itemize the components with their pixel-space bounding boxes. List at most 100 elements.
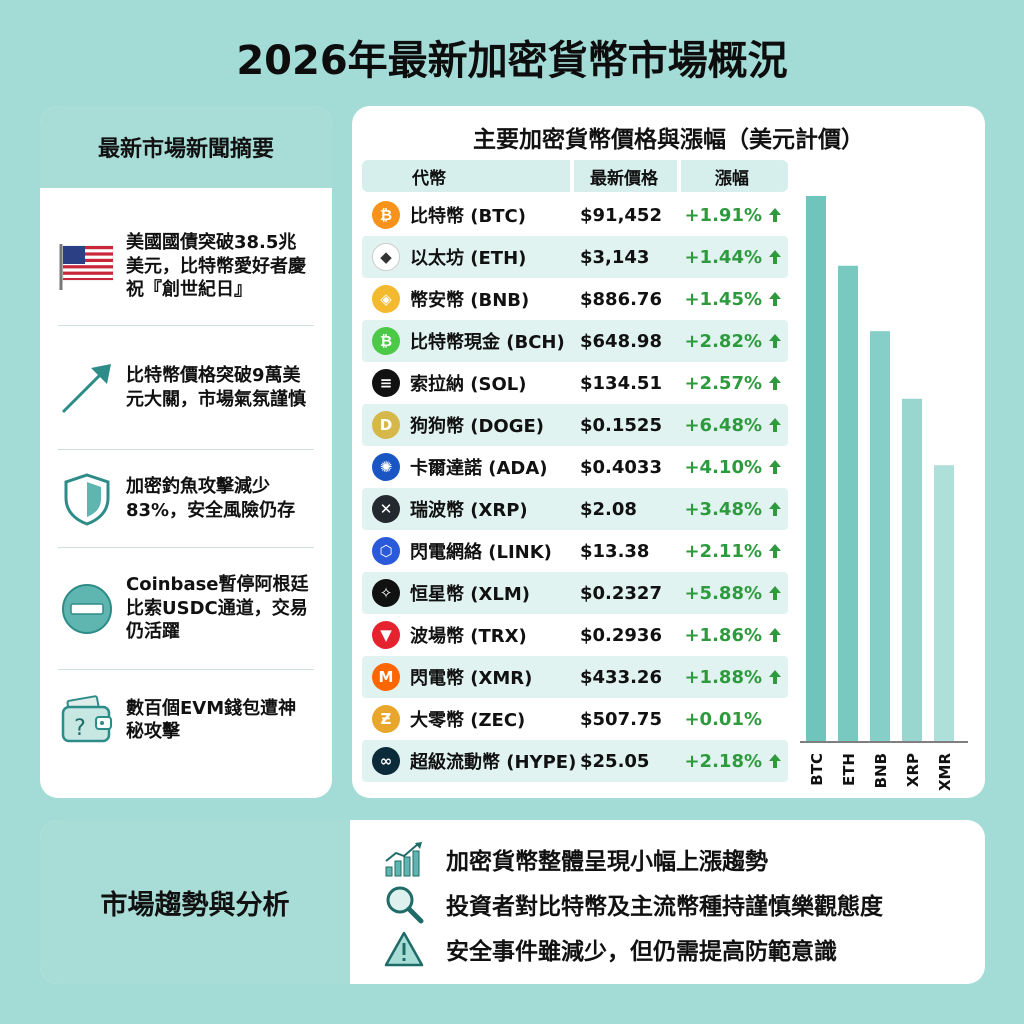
- news-text: 比特幣價格突破9萬美元大關，市場氣氛謹慎: [126, 365, 306, 410]
- coin-price: $648.98: [580, 330, 662, 352]
- coin-name: 幣安幣 (BNB): [410, 290, 530, 311]
- coin-name: 以太坊 (ETH): [410, 248, 527, 269]
- coin-change-value: +2.82%: [684, 330, 762, 352]
- warning-icon: [384, 929, 424, 969]
- coin-change: +2.57%: [682, 373, 782, 394]
- up-arrow-icon: [769, 334, 781, 348]
- header-price: 最新價格: [574, 160, 677, 192]
- coin-change: +1.88%: [682, 667, 782, 688]
- trend-item: 加密貨幣整體呈現小幅上漲趨勢: [384, 836, 883, 881]
- coin-change: +1.86%: [682, 625, 782, 646]
- news-item[interactable]: ? 數百個EVM錢包遭神秘攻擊: [58, 670, 314, 770]
- coin-change-value: +2.57%: [684, 372, 762, 394]
- table-row: ✧ 恒星幣 (XLM) $0.2327 +5.88%: [362, 572, 788, 614]
- up-arrow-icon: [769, 376, 781, 390]
- bar-eth: [838, 265, 858, 741]
- up-arrow-icon: [769, 418, 781, 432]
- coin-name: 超級流動幣 (HYPE): [410, 752, 577, 773]
- news-item[interactable]: Coinbase暫停阿根廷比索USDC通道，交易仍活躍: [58, 548, 314, 670]
- table-row: ≡ 索拉納 (SOL) $134.51 +2.57%: [362, 362, 788, 404]
- up-arrow-icon: [769, 502, 781, 516]
- news-list: 美國國債突破38.5兆美元，比特幣愛好者慶祝『創世紀日』 比特幣價格突破9萬美元…: [40, 208, 332, 770]
- table-row: ◆ 以太坊 (ETH) $3,143 +1.44%: [362, 236, 788, 278]
- magnifier-icon: [384, 884, 424, 924]
- table-row: ∞ 超級流動幣 (HYPE) $25.05 +2.18%: [362, 740, 788, 782]
- bar-bnb: [870, 331, 890, 741]
- news-header: 最新市場新聞摘要: [40, 106, 332, 188]
- coin-icon: ◆: [372, 243, 400, 271]
- coin-name: 索拉納 (SOL): [410, 374, 527, 395]
- coin-price: $0.4033: [580, 456, 662, 478]
- price-bar-chart: BTC ETH BNB XRP XMR: [800, 196, 968, 791]
- coin-icon: ✕: [372, 495, 400, 523]
- coin-icon: ∞: [372, 747, 400, 775]
- coin-price: $25.05: [580, 750, 650, 772]
- wallet-question-icon: ?: [58, 691, 116, 749]
- coin-name: 瑞波幣 (XRP): [410, 500, 528, 521]
- coin-change-value: +2.18%: [684, 750, 762, 772]
- coin-change: +0.01%: [682, 709, 782, 730]
- coin-icon: D: [372, 411, 400, 439]
- up-arrow-icon: [769, 628, 781, 642]
- coin-name: 狗狗幣 (DOGE): [410, 416, 545, 437]
- trend-text: 加密貨幣整體呈現小幅上漲趨勢: [446, 848, 768, 875]
- table-row: Ƶ 大零幣 (ZEC) $507.75 +0.01%: [362, 698, 788, 740]
- news-text: 加密釣魚攻擊減少83%，安全風險仍存: [126, 476, 296, 521]
- news-item[interactable]: 加密釣魚攻擊減少83%，安全風險仍存: [58, 450, 314, 548]
- coin-icon: ₿: [372, 201, 400, 229]
- coin-price: $13.38: [580, 540, 650, 562]
- trend-label: 市場趨勢與分析: [40, 820, 350, 984]
- coin-name: 比特幣現金 (BCH): [410, 332, 565, 353]
- news-item[interactable]: 美國國債突破38.5兆美元，比特幣愛好者慶祝『創世紀日』: [58, 208, 314, 326]
- coin-price: $433.26: [580, 666, 662, 688]
- header-change: 漲幅: [680, 160, 788, 192]
- table-row: M 閃電幣 (XMR) $433.26 +1.88%: [362, 656, 788, 698]
- svg-text:?: ?: [74, 716, 86, 741]
- coin-change-value: +1.91%: [684, 204, 762, 226]
- up-arrow-icon: [769, 208, 781, 222]
- bar-xmr: [934, 465, 954, 741]
- news-card: 最新市場新聞摘要 美國國債突破38: [40, 106, 332, 798]
- coin-change-value: +1.45%: [684, 288, 762, 310]
- news-text: 美國國債突破38.5兆美元，比特幣愛好者慶祝『創世紀日』: [126, 232, 306, 301]
- tick-label-btc: BTC: [808, 753, 826, 786]
- coin-icon: ▼: [372, 621, 400, 649]
- coin-change: +1.91%: [682, 205, 782, 226]
- tick-label-eth: ETH: [840, 753, 858, 786]
- coin-name: 恒星幣 (XLM): [410, 584, 530, 605]
- coin-change: +4.10%: [682, 457, 782, 478]
- table-row: ✺ 卡爾達諾 (ADA) $0.4033 +4.10%: [362, 446, 788, 488]
- coin-change-value: +6.48%: [684, 414, 762, 436]
- page-title: 2026年最新加密貨幣市場概況: [236, 38, 788, 84]
- table-row: ₿ 比特幣現金 (BCH) $648.98 +2.82%: [362, 320, 788, 362]
- news-text: 數百個EVM錢包遭神秘攻擊: [126, 697, 297, 742]
- coin-change-value: +3.48%: [684, 498, 762, 520]
- coin-price: $91,452: [580, 204, 662, 226]
- table-row: ₿ 比特幣 (BTC) $91,452 +1.91%: [362, 194, 788, 236]
- coin-change-value: +4.10%: [684, 456, 762, 478]
- table-row: ✕ 瑞波幣 (XRP) $2.08 +3.48%: [362, 488, 788, 530]
- coin-icon: ✧: [372, 579, 400, 607]
- table-row: ▼ 波場幣 (TRX) $0.2936 +1.86%: [362, 614, 788, 656]
- coin-icon: Ƶ: [372, 705, 400, 733]
- coin-name: 閃電幣 (XMR): [410, 668, 533, 689]
- minus-circle-icon: [58, 580, 116, 638]
- news-item[interactable]: 比特幣價格突破9萬美元大關，市場氣氛謹慎: [58, 326, 314, 450]
- coin-icon: ⬡: [372, 537, 400, 565]
- coin-price: $886.76: [580, 288, 662, 310]
- us-flag-icon: [58, 238, 116, 296]
- trend-text: 投資者對比特幣及主流幣種持謹慎樂觀態度: [446, 893, 883, 920]
- coin-price: $0.2327: [580, 582, 662, 604]
- coin-price: $134.51: [580, 372, 662, 394]
- coin-name: 閃電網絡 (LINK): [410, 542, 552, 563]
- coin-name: 卡爾達諾 (ADA): [410, 458, 548, 479]
- trend-card: 市場趨勢與分析 加密貨幣整體呈現小幅上漲趨勢: [40, 820, 985, 984]
- tick-label-bnb: BNB: [872, 753, 890, 788]
- coin-change: +1.45%: [682, 289, 782, 310]
- coin-change: +2.82%: [682, 331, 782, 352]
- coin-price: $0.1525: [580, 414, 662, 436]
- coin-change-value: +5.88%: [684, 582, 762, 604]
- shield-icon: [58, 470, 116, 528]
- price-table-title: 主要加密貨幣價格與漲幅（美元計價）: [473, 127, 864, 153]
- up-arrow-icon: [769, 250, 781, 264]
